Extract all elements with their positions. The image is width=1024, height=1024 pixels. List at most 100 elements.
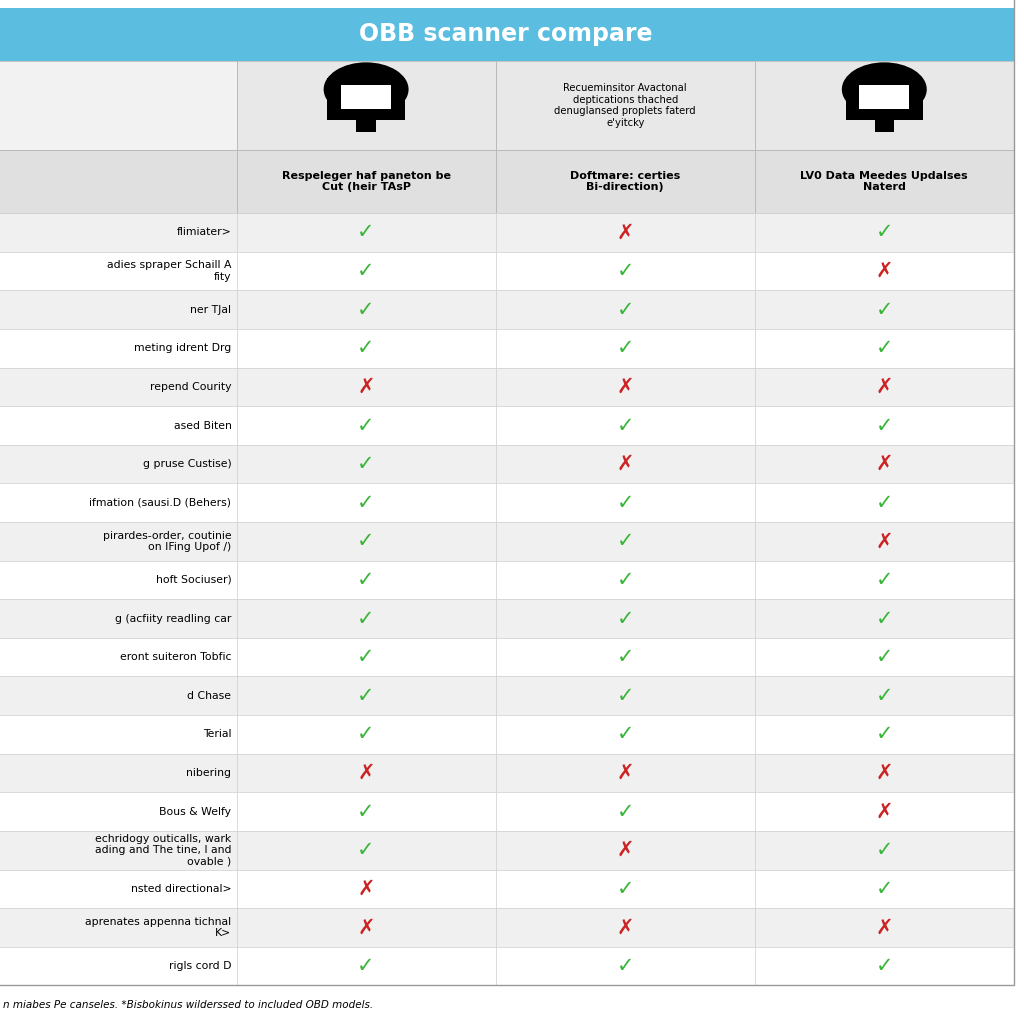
Text: ✓: ✓ bbox=[357, 222, 375, 243]
Text: ✗: ✗ bbox=[616, 377, 634, 397]
FancyBboxPatch shape bbox=[755, 522, 1014, 561]
Text: ✓: ✓ bbox=[616, 338, 634, 358]
FancyBboxPatch shape bbox=[0, 908, 237, 947]
FancyBboxPatch shape bbox=[755, 151, 1014, 213]
Text: echridogy outicalls, wark
ading and The tine, l and
ovable ): echridogy outicalls, wark ading and The … bbox=[95, 834, 231, 867]
FancyBboxPatch shape bbox=[755, 754, 1014, 793]
Text: ✓: ✓ bbox=[357, 802, 375, 821]
FancyBboxPatch shape bbox=[846, 78, 923, 120]
FancyBboxPatch shape bbox=[237, 869, 496, 908]
FancyBboxPatch shape bbox=[0, 291, 237, 329]
FancyBboxPatch shape bbox=[0, 522, 237, 561]
FancyBboxPatch shape bbox=[755, 869, 1014, 908]
FancyBboxPatch shape bbox=[237, 522, 496, 561]
Text: ✓: ✓ bbox=[616, 531, 634, 551]
FancyBboxPatch shape bbox=[237, 830, 496, 869]
Text: aprenates appenna tichnal
K>: aprenates appenna tichnal K> bbox=[85, 916, 231, 938]
Text: d Chase: d Chase bbox=[187, 691, 231, 700]
FancyBboxPatch shape bbox=[237, 329, 496, 368]
FancyBboxPatch shape bbox=[0, 151, 237, 213]
Text: ✗: ✗ bbox=[876, 261, 893, 281]
Text: ✗: ✗ bbox=[876, 763, 893, 783]
FancyBboxPatch shape bbox=[496, 947, 755, 985]
FancyBboxPatch shape bbox=[0, 483, 237, 522]
FancyBboxPatch shape bbox=[496, 60, 755, 151]
FancyBboxPatch shape bbox=[496, 252, 755, 291]
Text: OBB scanner compare: OBB scanner compare bbox=[359, 23, 652, 46]
Text: ✓: ✓ bbox=[876, 338, 893, 358]
FancyBboxPatch shape bbox=[0, 830, 237, 869]
FancyBboxPatch shape bbox=[496, 677, 755, 715]
FancyBboxPatch shape bbox=[755, 561, 1014, 599]
FancyBboxPatch shape bbox=[0, 677, 237, 715]
FancyBboxPatch shape bbox=[237, 561, 496, 599]
Text: ✓: ✓ bbox=[616, 416, 634, 435]
Text: ✓: ✓ bbox=[876, 879, 893, 899]
Text: Doftmare: certies
Bi-direction): Doftmare: certies Bi-direction) bbox=[570, 171, 680, 193]
Text: ✓: ✓ bbox=[357, 841, 375, 860]
Text: ✗: ✗ bbox=[357, 763, 375, 783]
Text: ✗: ✗ bbox=[876, 802, 893, 821]
Text: rigls cord D: rigls cord D bbox=[169, 962, 231, 971]
FancyBboxPatch shape bbox=[874, 120, 894, 132]
Text: ✓: ✓ bbox=[357, 300, 375, 319]
Text: ✓: ✓ bbox=[876, 300, 893, 319]
Text: ✓: ✓ bbox=[616, 570, 634, 590]
FancyBboxPatch shape bbox=[328, 78, 404, 120]
FancyBboxPatch shape bbox=[0, 947, 237, 985]
Text: ✓: ✓ bbox=[876, 956, 893, 976]
Text: ✗: ✗ bbox=[357, 377, 375, 397]
FancyBboxPatch shape bbox=[237, 908, 496, 947]
FancyBboxPatch shape bbox=[496, 151, 755, 213]
Text: ✓: ✓ bbox=[357, 724, 375, 744]
Text: ✓: ✓ bbox=[357, 493, 375, 513]
Text: eront suiteron Tobfic: eront suiteron Tobfic bbox=[120, 652, 231, 663]
FancyBboxPatch shape bbox=[755, 599, 1014, 638]
Text: ✗: ✗ bbox=[876, 531, 893, 551]
FancyBboxPatch shape bbox=[755, 329, 1014, 368]
FancyBboxPatch shape bbox=[0, 213, 237, 252]
FancyBboxPatch shape bbox=[237, 793, 496, 830]
Text: ✓: ✓ bbox=[616, 879, 634, 899]
Text: ✗: ✗ bbox=[357, 879, 375, 899]
Text: Bous & Welfy: Bous & Welfy bbox=[160, 807, 231, 816]
FancyBboxPatch shape bbox=[0, 368, 237, 407]
Text: ✓: ✓ bbox=[616, 608, 634, 629]
FancyBboxPatch shape bbox=[496, 908, 755, 947]
Text: repend Courity: repend Courity bbox=[150, 382, 231, 392]
FancyBboxPatch shape bbox=[859, 85, 909, 109]
FancyBboxPatch shape bbox=[237, 151, 496, 213]
Text: ✓: ✓ bbox=[616, 956, 634, 976]
FancyBboxPatch shape bbox=[496, 522, 755, 561]
Text: ✓: ✓ bbox=[876, 222, 893, 243]
FancyBboxPatch shape bbox=[237, 252, 496, 291]
FancyBboxPatch shape bbox=[0, 8, 1014, 60]
FancyBboxPatch shape bbox=[496, 213, 755, 252]
FancyBboxPatch shape bbox=[237, 483, 496, 522]
FancyBboxPatch shape bbox=[237, 677, 496, 715]
Text: ✗: ✗ bbox=[616, 918, 634, 937]
Text: n miabes Pe canseles. *Bisbokinus wilderssed to included OBD models.: n miabes Pe canseles. *Bisbokinus wilder… bbox=[3, 999, 373, 1010]
Text: ✓: ✓ bbox=[876, 570, 893, 590]
FancyBboxPatch shape bbox=[496, 444, 755, 483]
Text: ✗: ✗ bbox=[876, 918, 893, 937]
Text: hoft Sociuser): hoft Sociuser) bbox=[156, 574, 231, 585]
Text: ✓: ✓ bbox=[876, 647, 893, 668]
FancyBboxPatch shape bbox=[755, 947, 1014, 985]
Text: ✓: ✓ bbox=[616, 802, 634, 821]
Text: ✗: ✗ bbox=[616, 222, 634, 243]
FancyBboxPatch shape bbox=[0, 869, 237, 908]
FancyBboxPatch shape bbox=[237, 291, 496, 329]
FancyBboxPatch shape bbox=[496, 830, 755, 869]
FancyBboxPatch shape bbox=[0, 638, 237, 677]
FancyBboxPatch shape bbox=[496, 715, 755, 754]
FancyBboxPatch shape bbox=[496, 638, 755, 677]
Text: ✗: ✗ bbox=[616, 763, 634, 783]
Text: ✓: ✓ bbox=[357, 608, 375, 629]
FancyBboxPatch shape bbox=[496, 793, 755, 830]
Text: ✓: ✓ bbox=[357, 531, 375, 551]
Text: ifmation (sausi.D (Behers): ifmation (sausi.D (Behers) bbox=[89, 498, 231, 508]
FancyBboxPatch shape bbox=[496, 599, 755, 638]
FancyBboxPatch shape bbox=[341, 85, 391, 109]
FancyBboxPatch shape bbox=[496, 407, 755, 444]
